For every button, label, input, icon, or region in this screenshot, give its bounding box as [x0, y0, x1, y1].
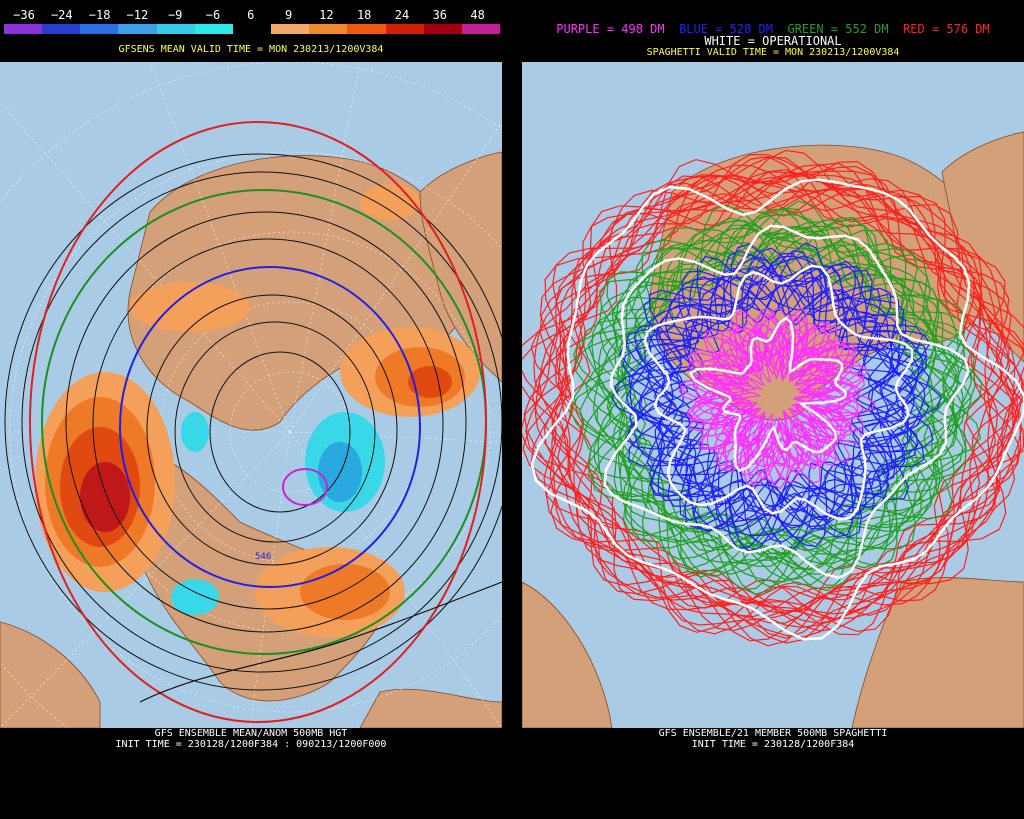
- legend-entry: BLUE = 528 DM: [679, 22, 788, 36]
- spaghetti-contour-line: [534, 175, 1007, 626]
- colorbar-swatch: [42, 24, 81, 34]
- height-contours: [4, 121, 502, 723]
- spaghetti-valid-time-header: SPAGHETTI VALID TIME = MON 230213/1200V3…: [646, 47, 900, 58]
- colorbar-swatch: [80, 24, 119, 34]
- colorbar-tick-label: −36: [13, 8, 35, 22]
- spaghetti-footer-title: GFS ENSEMBLE/21 MEMBER 500MB SPAGHETTI: [658, 728, 888, 739]
- spaghetti-contour-line: [549, 173, 1024, 632]
- colorbar-swatch: [347, 24, 386, 34]
- colorbar-tick-label: 6: [247, 8, 255, 22]
- spaghetti-contour-line: [688, 316, 848, 473]
- spaghetti-contour-line: [530, 149, 1024, 620]
- spaghetti-contours: [522, 149, 1024, 647]
- spaghetti-contour-line: [592, 227, 953, 573]
- colorbar-tick-label: −9: [167, 8, 183, 22]
- spaghetti-panel: PURPLE = 498 DM BLUE = 528 DM GREEN = 55…: [522, 0, 1024, 819]
- ensemble-mean-anomaly-map: 546: [0, 62, 502, 728]
- colorbar-tick-label: 24: [394, 8, 410, 22]
- spaghetti-contour-line: [690, 311, 855, 467]
- colorbar-tick-label: 18: [356, 8, 372, 22]
- mean-footer-title: GFS ENSEMBLE MEAN/ANOM 500MB HGT: [154, 728, 348, 739]
- legend-entry: GREEN = 552 DM: [787, 22, 904, 36]
- mean-valid-time-header: GFSENS MEAN VALID TIME = MON 230213/1200…: [118, 44, 384, 55]
- spaghetti-contour-line: [603, 224, 970, 580]
- colorbar-swatch: [385, 24, 424, 34]
- colorbar-swatch: [232, 24, 272, 34]
- colorbar-tick-label: −6: [205, 8, 221, 22]
- spaghetti-contour-line: [698, 324, 864, 476]
- spaghetti-contour-line: [648, 265, 916, 527]
- spaghetti-contour-line: [643, 264, 914, 521]
- spaghetti-legend: PURPLE = 498 DM BLUE = 528 DM GREEN = 55…: [522, 22, 1024, 36]
- colorbar-swatch: [309, 24, 348, 34]
- spaghetti-contour-line: [625, 255, 920, 529]
- spaghetti-contour-line: [629, 249, 924, 534]
- spaghetti-contour-line: [688, 322, 859, 484]
- spaghetti-contour-line: [539, 162, 1017, 615]
- colorbar-swatch: [156, 24, 195, 34]
- operational-legend: WHITE = OPERATIONAL: [704, 34, 842, 48]
- spaghetti-contour-line: [703, 320, 857, 474]
- colorbar-tick-label: 9: [284, 8, 293, 22]
- spaghetti-contour-line: [692, 313, 863, 477]
- spaghetti-contour-line: [633, 255, 930, 530]
- colorbar-swatch: [4, 24, 43, 34]
- colorbar-swatch: [271, 24, 310, 34]
- spaghetti-contour-line: [610, 253, 919, 552]
- spaghetti-contour-line: [582, 214, 966, 571]
- land-masses: [0, 151, 502, 728]
- colorbar-tick-label: 12: [319, 8, 334, 22]
- contour-label: 546: [255, 552, 271, 562]
- spaghetti-contour-line: [530, 178, 1024, 641]
- spaghetti-map: [522, 62, 1024, 728]
- colorbar-swatch: [118, 24, 157, 34]
- colorbar-tick-label: 36: [432, 8, 448, 22]
- colorbar-tick-label: 48: [470, 8, 485, 22]
- colorbar-swatch: [194, 24, 233, 34]
- colorbar-swatch: [423, 24, 462, 34]
- legend-entry: PURPLE = 498 DM: [556, 22, 680, 36]
- spaghetti-contour-line: [622, 252, 914, 530]
- spaghetti-contour-line: [522, 155, 1010, 635]
- mean-footer-init-time: INIT TIME = 230128/1200F384 : 090213/120…: [115, 739, 387, 750]
- spaghetti-contour-line: [699, 326, 865, 480]
- colorbar-tick-label: −12: [126, 8, 149, 22]
- spaghetti-contour-line: [544, 165, 1016, 615]
- colorbar-swatch: [461, 24, 501, 34]
- spaghetti-contour-line: [532, 164, 1004, 618]
- spaghetti-contour-line: [592, 225, 972, 586]
- anomaly-colorbar: [4, 24, 501, 34]
- spaghetti-contour-line: [593, 227, 972, 586]
- legend-entry: RED = 576 DM: [903, 22, 990, 36]
- colorbar-tick-label: −24: [50, 8, 73, 22]
- spaghetti-contour-line: [633, 270, 923, 543]
- ensemble-mean-panel: −36 −24 −18 −12 −9 −6 6 9 12 18 24 36 48 GFSENS MEAN…: [0, 0, 502, 819]
- spaghetti-contour-line: [522, 174, 1024, 647]
- spaghetti-contour-line: [626, 243, 931, 523]
- colorbar-tick-label: −18: [88, 8, 111, 22]
- spaghetti-contour-line: [628, 271, 930, 549]
- spaghetti-footer-init-time: INIT TIME = 230128/1200F384: [691, 739, 855, 750]
